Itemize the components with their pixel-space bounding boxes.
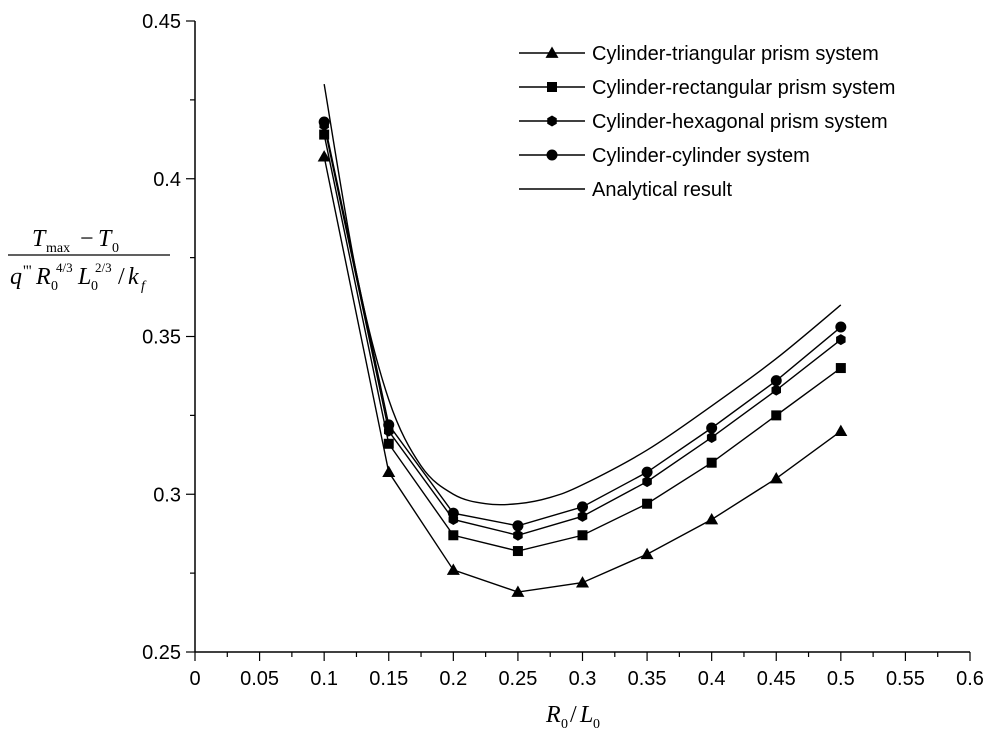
x-tick-label: 0.15 xyxy=(369,668,408,690)
data-point-hexagon xyxy=(706,431,717,443)
y-tick-label: 0.35 xyxy=(142,327,181,349)
legend-marker-triangle xyxy=(545,46,559,58)
svg-text:T: T xyxy=(98,226,113,252)
data-point-circle xyxy=(512,520,524,532)
series-line-analytical xyxy=(323,83,842,506)
data-point-triangle xyxy=(640,547,654,560)
y-ticks: 0.25 0.3 0.35 0.4 0.45 xyxy=(142,11,195,664)
data-point-circle xyxy=(835,321,847,333)
data-point-hexagon xyxy=(642,476,652,488)
data-point-square xyxy=(512,546,523,557)
data-point-circle xyxy=(706,422,718,434)
svg-text:R: R xyxy=(35,264,51,290)
svg-text:0: 0 xyxy=(593,717,600,729)
svg-text:L: L xyxy=(579,702,593,728)
svg-text:''': ''' xyxy=(23,263,32,280)
svg-text:/: / xyxy=(118,264,125,290)
data-point-triangle xyxy=(576,576,589,588)
series-line-circle xyxy=(323,121,842,527)
legend-marker-square xyxy=(547,82,557,92)
data-point-hexagon xyxy=(577,510,588,522)
legend: Cylinder-triangular prism system Cylinder… xyxy=(519,43,895,201)
data-point-triangle xyxy=(705,512,719,525)
y-tick-label: 0.45 xyxy=(142,11,181,33)
data-point-triangle xyxy=(511,585,525,597)
x-tick-label: 0.5 xyxy=(827,668,855,690)
data-point-square xyxy=(642,498,653,509)
x-tick-label: 0.3 xyxy=(569,668,597,690)
x-tick-label: 0.05 xyxy=(240,668,279,690)
series-line-square xyxy=(323,134,842,552)
x-ticks: 0 0.05 0.1 0.15 0.2 0.25 0.3 0.35 0.4 0.45 0.5 0.55… xyxy=(189,652,984,690)
x-tick-label: 0 xyxy=(189,668,200,690)
legend-label: Cylinder-triangular prism system xyxy=(592,43,879,65)
svg-text:2/3: 2/3 xyxy=(95,260,112,275)
data-point-square xyxy=(706,457,717,468)
y-tick-label: 0.25 xyxy=(142,642,181,664)
svg-text:4/3: 4/3 xyxy=(56,260,73,275)
data-point-hexagon xyxy=(771,384,782,396)
legend-label: Cylinder-rectangular prism system xyxy=(592,77,895,99)
data-point-hexagon xyxy=(513,529,523,541)
legend-marker-hexagon xyxy=(547,115,557,127)
x-tick-label: 0.1 xyxy=(310,668,338,690)
data-point-hexagon xyxy=(836,334,846,346)
svg-text:0: 0 xyxy=(91,279,98,294)
data-point-square xyxy=(383,438,394,449)
data-point-circle xyxy=(447,507,459,519)
series-line-triangle xyxy=(323,156,842,593)
data-point-circle xyxy=(770,375,782,387)
svg-text:0: 0 xyxy=(112,241,119,256)
x-axis-label: R 0 / L 0 xyxy=(545,702,600,729)
data-point-square xyxy=(835,363,846,374)
y-tick-label: 0.4 xyxy=(153,169,181,191)
data-point-triangle xyxy=(317,150,331,162)
svg-text:max: max xyxy=(46,241,70,256)
x-tick-label: 0.4 xyxy=(698,668,726,690)
x-tick-label: 0.45 xyxy=(757,668,796,690)
legend-label: Analytical result xyxy=(592,179,733,201)
data-point-triangle xyxy=(446,563,460,575)
data-point-triangle xyxy=(834,424,848,437)
data-point-square xyxy=(771,410,782,421)
svg-text:f: f xyxy=(141,279,147,294)
x-tick-label: 0.55 xyxy=(886,668,925,690)
series-line-hexagon xyxy=(323,124,842,536)
svg-text:T: T xyxy=(32,226,47,252)
svg-text:−: − xyxy=(80,226,94,252)
svg-text:k: k xyxy=(128,264,139,290)
svg-text:L: L xyxy=(77,264,91,290)
series-markers xyxy=(317,116,848,597)
data-point-triangle xyxy=(769,471,783,484)
svg-text:0: 0 xyxy=(51,279,58,294)
svg-text:R: R xyxy=(545,702,561,728)
data-point-circle xyxy=(577,501,588,513)
data-point-triangle xyxy=(382,465,396,478)
svg-text:/: / xyxy=(570,702,577,728)
data-point-circle xyxy=(641,466,653,478)
data-point-circle xyxy=(383,419,395,431)
x-tick-label: 0.2 xyxy=(439,668,467,690)
y-tick-label: 0.3 xyxy=(153,484,181,506)
legend-label: Cylinder-hexagonal prism system xyxy=(592,111,888,133)
y-axis-label: T max − T 0 q ''' R 0 4/3 L 0 2/3 / k f xyxy=(8,226,170,294)
svg-text:q: q xyxy=(10,264,22,290)
data-point-square xyxy=(448,530,459,541)
legend-marker-circle xyxy=(546,149,558,161)
legend-label: Cylinder-cylinder system xyxy=(592,145,810,167)
x-tick-label: 0.25 xyxy=(498,668,537,690)
x-tick-label: 0.6 xyxy=(956,668,984,690)
data-point-square xyxy=(577,530,588,541)
x-tick-label: 0.35 xyxy=(628,668,667,690)
data-point-circle xyxy=(318,116,330,128)
svg-text:0: 0 xyxy=(561,717,568,729)
data-point-square xyxy=(319,129,330,140)
